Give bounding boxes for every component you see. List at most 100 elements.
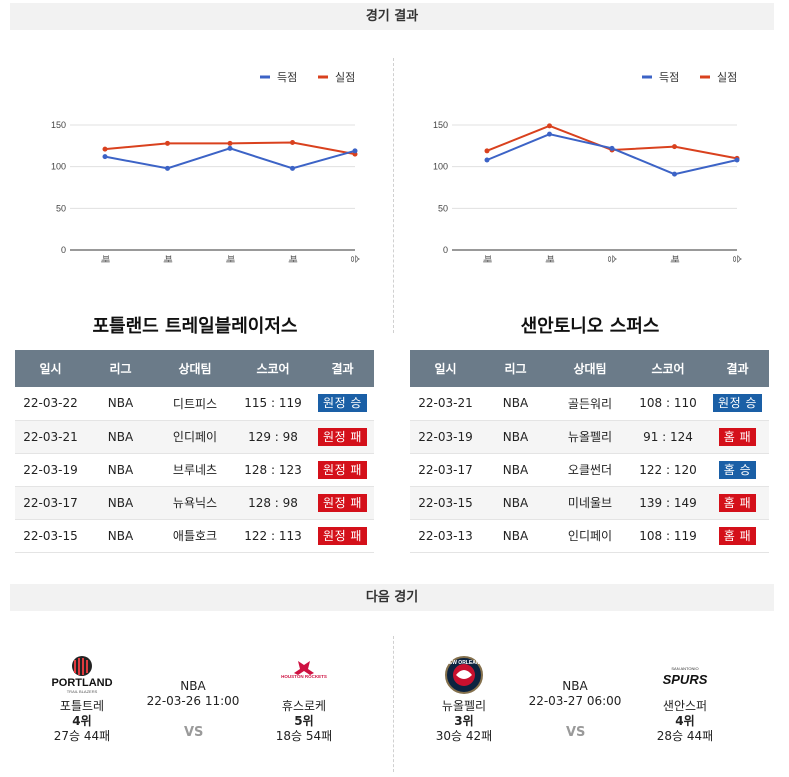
results-section-header: 경기 결과 (10, 3, 774, 30)
cell-league: NBA (481, 486, 550, 520)
col-opponent-header: 상대팀 (550, 350, 630, 387)
cell-result: 홈 패 (706, 420, 769, 454)
x-tick-label: 승 (731, 255, 742, 263)
data-point-score (547, 131, 552, 137)
next-divider (393, 636, 394, 772)
series-line-score (104, 147, 356, 170)
y-tick-label: 150 (433, 120, 448, 130)
cell-opponent: 골든워리 (550, 387, 630, 421)
legend-label-score: 득점 (277, 71, 297, 84)
series-line-score (486, 133, 738, 176)
result-badge: 원정 승 (318, 394, 367, 413)
col-league-header: 리그 (481, 350, 550, 387)
next-datetime: 22-03-26 11:00 (146, 694, 240, 708)
chart-san-antonio-svg: 0 50 100 150 패 패 승 패 승 득점 실점 (433, 71, 742, 263)
houston-logo-icon: HOUSTON ROCKETS (281, 661, 327, 679)
series-line-conceded (486, 124, 738, 160)
cell-date: 22-03-13 (410, 519, 481, 553)
data-point-conceded (547, 123, 552, 129)
result-badge: 원정 승 (713, 394, 762, 413)
team-record: 30승 42패 (435, 729, 493, 743)
cell-result: 원정 승 (706, 387, 769, 421)
table-row: 22-03-22 NBA 디트피스 115 : 119 원정 승 (15, 387, 374, 421)
y-tick-label: 100 (433, 162, 448, 172)
next-team-houston[interactable]: HOUSTON ROCKETS 휴스로케 5위 18승 54패 (262, 655, 346, 744)
svg-text:HOUSTON ROCKETS: HOUSTON ROCKETS (281, 674, 327, 679)
cell-date: 22-03-17 (410, 453, 481, 487)
cell-opponent: 디트피스 (155, 387, 235, 421)
cell-league: NBA (86, 519, 155, 553)
cell-score: 139 : 149 (630, 486, 706, 520)
svg-text:TRAIL BLAZERS: TRAIL BLAZERS (67, 689, 98, 694)
x-tick-label: 패 (162, 255, 173, 263)
new-orleans-logo-icon: NEW ORLEANS (445, 656, 483, 694)
data-point-conceded (227, 140, 233, 146)
data-point-score (734, 157, 740, 163)
next-team-portland[interactable]: PORTLAND TRAIL BLAZERS 포틀트레 4위 27승 44패 (40, 655, 124, 744)
cell-opponent: 인디페이 (155, 420, 235, 454)
col-date-header: 일시 (15, 350, 86, 387)
col-score-header: 스코어 (235, 350, 311, 387)
legend-label-score: 득점 (659, 71, 679, 84)
cell-score: 108 : 119 (630, 519, 706, 553)
team-record: 27승 44패 (53, 729, 111, 743)
cell-date: 22-03-17 (15, 486, 86, 520)
next-team-new-orleans[interactable]: NEW ORLEANS 뉴올펠리 3위 30승 42패 (422, 655, 506, 744)
col-result-header: 결과 (706, 350, 769, 387)
cell-result: 원정 승 (311, 387, 374, 421)
cell-league: NBA (86, 387, 155, 421)
cell-date: 22-03-15 (410, 486, 481, 520)
result-badge: 원정 패 (318, 493, 367, 512)
chart-portland-svg: 0 50 100 150 패 패 패 패 승 득점 실점 (51, 71, 360, 263)
cell-score: 128 : 123 (235, 453, 311, 487)
result-badge: 원정 패 (318, 526, 367, 545)
legend-label-conceded: 실점 (717, 71, 737, 84)
data-point-score (102, 154, 108, 160)
team-rank: 4위 (72, 714, 92, 728)
spurs-logo-icon: SAN ANTONIO SPURS (663, 666, 708, 687)
x-tick-label: 승 (606, 255, 617, 263)
cell-opponent: 애틀호크 (155, 519, 235, 553)
table-row: 22-03-19 NBA 브루네츠 128 : 123 원정 패 (15, 453, 374, 487)
next-section-header: 다음 경기 (10, 584, 774, 611)
y-tick-label: 150 (51, 120, 66, 130)
results-table-portland: 일시 리그 상대팀 스코어 결과 22-03-22 NBA 디트피스 115 : 11… (15, 350, 374, 553)
data-point-score (227, 145, 233, 151)
chart-portland: 0 50 100 150 패 패 패 패 승 득점 실점 (20, 62, 370, 277)
y-tick-label: 0 (443, 245, 448, 255)
table-header-row: 일시 리그 상대팀 스코어 결과 (15, 350, 374, 387)
cell-date: 22-03-15 (15, 519, 86, 553)
table-header-row: 일시 리그 상대팀 스코어 결과 (410, 350, 769, 387)
cell-result: 원정 패 (311, 486, 374, 520)
cell-opponent: 오클썬더 (550, 453, 630, 487)
cell-result: 원정 패 (311, 519, 374, 553)
results-divider (393, 58, 394, 333)
data-point-score (484, 157, 490, 163)
col-opponent-header: 상대팀 (155, 350, 235, 387)
data-point-score (290, 165, 295, 171)
data-point-score (165, 165, 170, 171)
next-team-san-antonio[interactable]: SAN ANTONIO SPURS 샌안스퍼 4위 28승 44패 (643, 655, 727, 744)
houston-logo: HOUSTON ROCKETS (262, 655, 346, 695)
team-name: 샌안스퍼 (662, 699, 708, 713)
col-date-header: 일시 (410, 350, 481, 387)
table-row: 22-03-15 NBA 애틀호크 122 : 113 원정 패 (15, 519, 374, 553)
data-point-conceded (672, 144, 677, 150)
team-title-portland: 포틀랜드 트레일블레이저스 (92, 316, 298, 337)
cell-score: 128 : 98 (235, 486, 311, 520)
data-point-conceded (102, 146, 108, 152)
result-badge: 홈 패 (718, 526, 757, 545)
col-score-header: 스코어 (630, 350, 706, 387)
table-row: 22-03-21 NBA 인디페이 129 : 98 원정 패 (15, 420, 374, 454)
table-row: 22-03-19 NBA 뉴올펠리 91 : 124 홈 패 (410, 420, 769, 454)
cell-opponent: 뉴올펠리 (550, 420, 630, 454)
data-point-score (352, 148, 358, 154)
next-datetime: 22-03-27 06:00 (528, 694, 622, 708)
team-title-san-antonio: 샌안토니오 스퍼스 (520, 316, 660, 337)
result-badge: 홈 승 (718, 460, 757, 479)
team-name: 뉴올펠리 (441, 699, 487, 713)
cell-result: 원정 패 (311, 420, 374, 454)
team-name: 휴스로케 (281, 699, 327, 713)
result-badge: 원정 패 (318, 460, 367, 479)
cell-league: NBA (481, 519, 550, 553)
